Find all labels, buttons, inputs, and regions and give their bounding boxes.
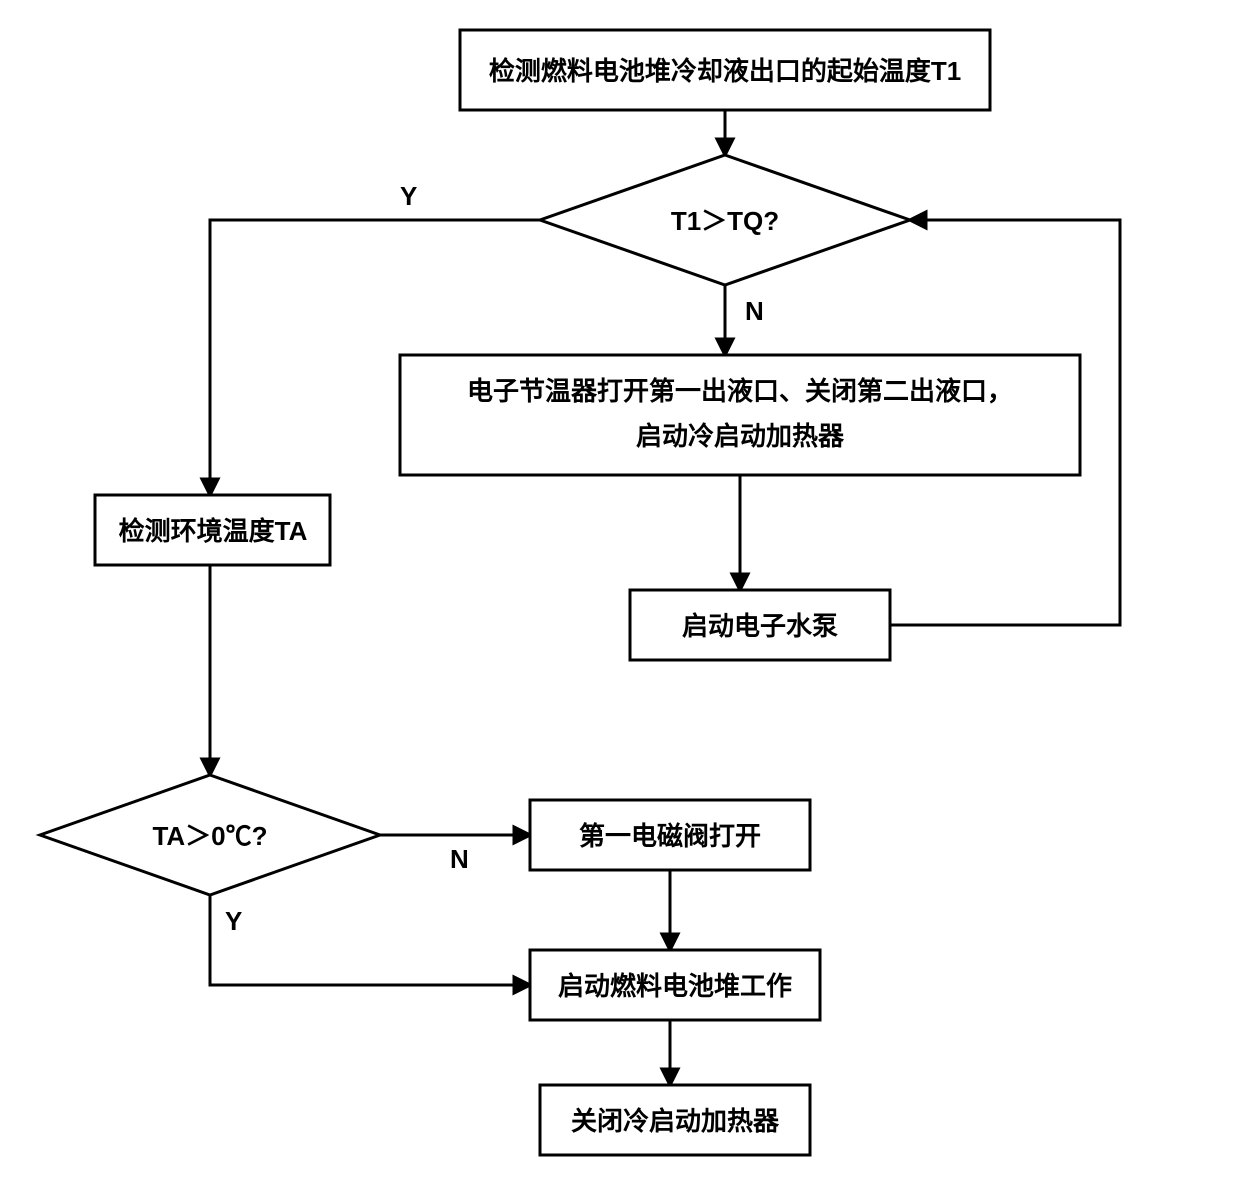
node-valve-open-label: 第一电磁阀打开 <box>579 821 761 851</box>
node-thermostat-heater-line1: 电子节温器打开第一出液口、关闭第二出液口， <box>467 376 1013 406</box>
edge-d1-n4-label: Y <box>400 181 417 211</box>
node-thermostat-heater <box>400 355 1080 475</box>
edge-d2-n6-label: Y <box>225 906 242 936</box>
node-close-heater-label: 关闭冷启动加热器 <box>571 1106 780 1136</box>
node-detect-ta-label: 检测环境温度TA <box>119 516 308 546</box>
node-thermostat-heater-line2: 启动冷启动加热器 <box>636 421 845 451</box>
node-decision-t1-tq-label: T1＞TQ? <box>671 206 779 236</box>
edge-d2-n5-label: N <box>450 844 469 874</box>
node-decision-ta-label: TA＞0℃? <box>152 821 267 851</box>
node-start-stack-label: 启动燃料电池堆工作 <box>558 971 792 1001</box>
edge-d1-n2-label: N <box>745 296 764 326</box>
node-start-pump-label: 启动电子水泵 <box>682 611 838 641</box>
edge-d2-n6 <box>210 895 530 985</box>
node-detect-t1-label: 检测燃料电池堆冷却液出口的起始温度T1 <box>489 56 961 86</box>
